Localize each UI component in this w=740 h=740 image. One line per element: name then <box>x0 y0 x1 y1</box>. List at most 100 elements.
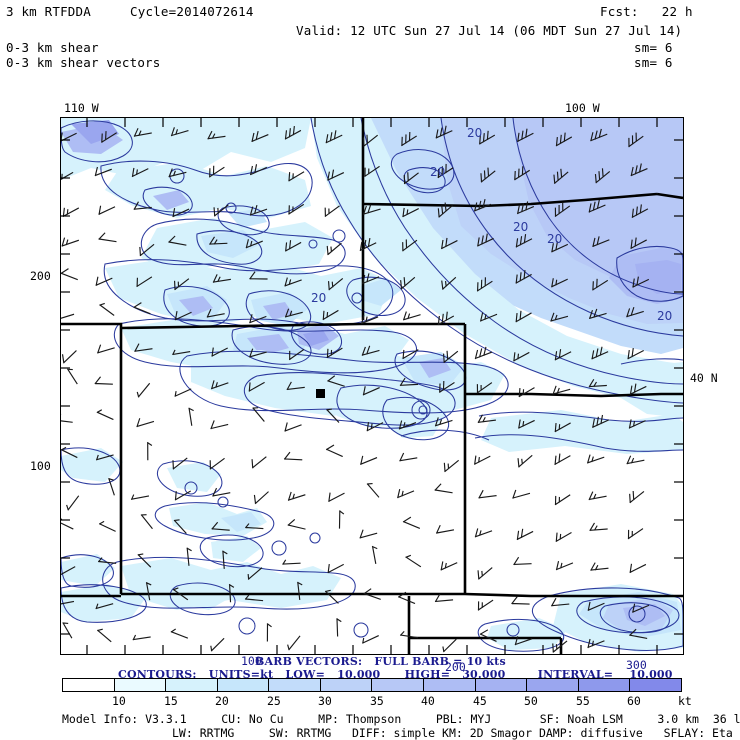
wind-barb <box>477 599 494 611</box>
wind-barb <box>245 239 263 249</box>
wind-barb <box>630 163 648 177</box>
contour-value-label: 20 <box>513 220 528 234</box>
wind-barb <box>336 618 342 637</box>
color-scale-unit-label: kt <box>678 694 692 708</box>
color-scale-segment <box>424 679 476 691</box>
wind-barb <box>629 563 647 574</box>
wind-barb <box>397 489 415 499</box>
wind-barb <box>210 637 225 652</box>
wind-barb <box>361 345 380 356</box>
wind-barb <box>630 237 647 249</box>
wind-barb <box>517 128 534 143</box>
color-scale-bar[interactable] <box>62 678 682 692</box>
barb-vectors-legend: BARB VECTORS: FULL BARB = 10 kts <box>255 655 506 668</box>
color-scale-segment <box>372 679 425 691</box>
wind-barb <box>99 302 115 316</box>
wind-barb <box>360 455 378 465</box>
wind-barb <box>283 451 303 461</box>
wind-barb <box>266 623 272 642</box>
wind-barb <box>555 532 572 542</box>
wind-barb <box>98 205 116 215</box>
wind-barb <box>443 459 460 473</box>
smoothing-label-2: sm= 6 <box>634 55 673 70</box>
longitude-label-right: 100 W <box>565 101 600 115</box>
wind-barb <box>249 348 267 358</box>
color-scale-tick-label: 40 <box>421 694 435 708</box>
wind-barb <box>398 420 417 430</box>
wind-barb <box>554 349 572 361</box>
cycle-label: Cycle=2014072614 <box>130 4 254 19</box>
color-scale-segment <box>114 679 167 691</box>
wind-barb <box>326 408 340 423</box>
wind-barb <box>366 422 384 432</box>
wind-barb <box>588 199 606 213</box>
wind-barb <box>98 520 116 532</box>
wind-barb <box>402 516 421 529</box>
wind-barb <box>249 204 268 216</box>
wind-barb <box>591 346 609 360</box>
wind-barb <box>170 127 189 137</box>
wind-barb <box>244 594 264 602</box>
color-scale-segment <box>217 679 270 691</box>
wind-barb <box>363 588 381 600</box>
wind-barb <box>362 635 379 644</box>
weather-map-panel[interactable]: 20 20 20 20 20 20 <box>60 117 684 655</box>
wind-barb <box>362 204 381 215</box>
map-canvas: 20 20 20 20 20 20 <box>61 118 683 654</box>
wind-barb <box>632 276 650 288</box>
forecast-hour-label: Fcst: 22 h <box>600 4 693 19</box>
wind-barb <box>627 528 644 540</box>
wind-barb <box>473 455 491 465</box>
wind-barb <box>550 312 569 322</box>
wind-barb <box>473 199 492 212</box>
wind-barb <box>284 240 302 252</box>
wind-barb <box>96 409 114 421</box>
wind-barb <box>440 237 458 250</box>
wind-barb <box>632 603 650 613</box>
wind-barb <box>474 528 493 538</box>
color-scale-tick-label: 25 <box>267 694 281 708</box>
wind-barb <box>517 454 533 468</box>
station-marker[interactable] <box>316 389 325 398</box>
shear-shading-layer <box>61 118 683 652</box>
wind-barb <box>95 276 113 286</box>
wind-barb <box>327 277 344 291</box>
wind-barb <box>324 205 340 218</box>
color-scale-tick-label: 60 <box>627 694 641 708</box>
wind-barb <box>173 278 190 291</box>
wind-barb <box>326 242 342 256</box>
wind-barb <box>477 414 496 424</box>
frame-ticks <box>61 118 683 654</box>
wind-barb <box>514 636 533 646</box>
wind-barb <box>136 382 151 398</box>
wind-barb <box>146 441 153 461</box>
wind-barb <box>555 132 573 147</box>
wind-barb <box>284 422 302 432</box>
wind-barb <box>362 134 379 147</box>
wind-barb <box>628 419 646 429</box>
wind-barb <box>402 311 421 321</box>
wind-barb <box>251 131 269 143</box>
wind-barb <box>587 601 605 611</box>
wind-barb <box>476 382 493 394</box>
wind-barb <box>170 628 189 639</box>
contour-value-label: 20 <box>311 291 326 305</box>
wind-barb <box>172 457 188 470</box>
model-info-line-1: Model Info: V3.3.1 CU: No Cu MP: Thompso… <box>62 712 740 726</box>
wind-barb <box>322 309 339 321</box>
wind-barb <box>405 554 422 568</box>
color-scale-tick-label: 15 <box>164 694 178 708</box>
wind-barb <box>174 388 192 397</box>
wind-barb <box>588 379 607 388</box>
wind-barb <box>61 566 76 576</box>
contours-legend: CONTOURS: UNITS=kt LOW= 10.000 HIGH= 30.… <box>118 668 673 681</box>
wind-barb <box>172 587 189 601</box>
wind-barb <box>284 308 303 318</box>
wind-barb <box>359 237 377 252</box>
wind-barb <box>61 446 78 459</box>
wind-barb <box>516 201 535 215</box>
wind-barb <box>188 407 194 426</box>
wind-barb <box>325 130 343 144</box>
smoothing-label-1: sm= 6 <box>634 40 673 55</box>
wind-barb <box>515 310 532 323</box>
